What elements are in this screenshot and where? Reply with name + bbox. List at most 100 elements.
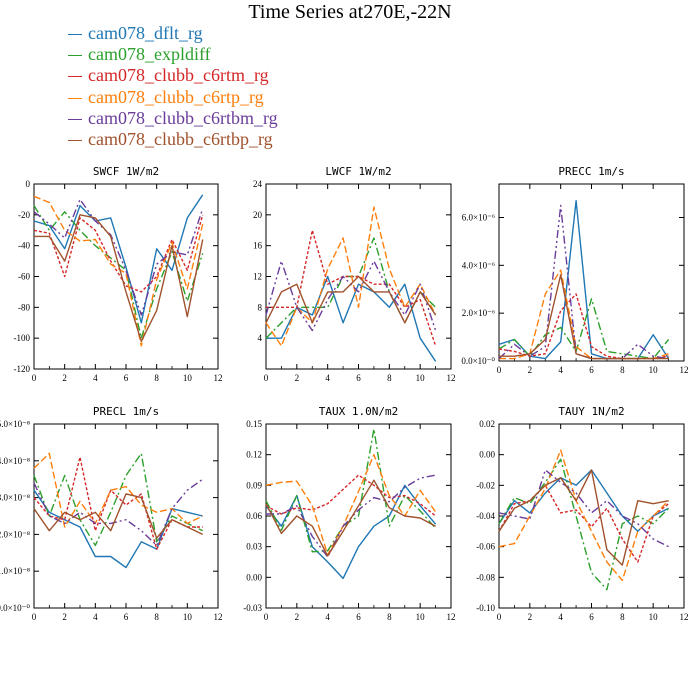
series-line	[498, 484, 670, 563]
x-tick-label: 8	[154, 373, 159, 383]
y-tick-label: 8	[258, 302, 263, 312]
y-tick-label: 0.00	[246, 572, 262, 582]
legend-label: cam078_expldiff	[88, 44, 211, 65]
series-line	[265, 428, 437, 553]
legend-swatch	[68, 55, 82, 57]
legend-item: cam078_clubb_c6rtbp_rg	[68, 128, 368, 151]
x-tick-label: 4	[558, 365, 563, 375]
x-tick-label: 8	[387, 373, 392, 383]
x-tick-label: 10	[416, 373, 426, 383]
x-tick-label: 0	[32, 612, 37, 622]
plot-frame	[498, 183, 685, 362]
y-tick-label: -80	[18, 302, 30, 312]
legend-swatch	[68, 34, 82, 35]
y-tick-label: 3.0×10⁻⁸	[0, 493, 30, 503]
x-tick-label: 12	[214, 612, 223, 622]
series-line	[265, 454, 437, 556]
x-tick-label: 4	[93, 612, 98, 622]
x-tick-label: 4	[93, 373, 98, 383]
y-tick-label: -120	[14, 364, 31, 374]
series-line	[265, 484, 437, 580]
series-line	[265, 479, 436, 557]
x-tick-label: 2	[528, 365, 533, 375]
series-line	[498, 469, 669, 566]
series-line	[33, 198, 204, 316]
plot-frame	[498, 423, 685, 609]
legend-label: cam078_clubb_c6rtp_rg	[88, 86, 264, 107]
series-line	[33, 493, 204, 539]
y-tick-label: 4.0×10⁻⁸	[0, 456, 30, 466]
y-tick-label: 4.0×10⁻⁶	[462, 260, 495, 270]
series-line	[265, 474, 437, 517]
x-tick-label: 10	[183, 612, 193, 622]
x-tick-label: 6	[589, 365, 594, 375]
series-line	[498, 449, 670, 582]
x-tick-label: 6	[356, 373, 361, 383]
series-line	[33, 478, 204, 547]
x-tick-label: 2	[295, 373, 300, 383]
x-tick-label: 12	[214, 373, 223, 383]
x-tick-label: 2	[295, 612, 300, 622]
x-tick-label: 12	[680, 612, 689, 622]
legend-item: cam078_clubb_c6rtm_rg	[68, 65, 368, 87]
y-tick-label: 2.0×10⁻⁸	[0, 529, 30, 539]
x-tick-label: 10	[416, 612, 426, 622]
panel-title: PRECL 1m/s	[93, 405, 159, 418]
y-tick-label: -0.04	[476, 511, 495, 521]
y-tick-label: -60	[18, 272, 30, 282]
series-line	[265, 275, 437, 324]
series-line	[33, 194, 204, 324]
y-tick-label: 0.02	[479, 419, 495, 429]
legend-swatch	[68, 139, 82, 141]
y-tick-label: 6.0×10⁻⁶	[462, 212, 495, 222]
x-tick-label: 12	[680, 365, 689, 375]
y-tick-label: 0	[26, 179, 31, 189]
x-tick-label: 8	[620, 365, 625, 375]
x-tick-label: 4	[325, 373, 330, 383]
panel-title: LWCF 1W/m2	[325, 165, 391, 178]
legend-swatch	[68, 97, 82, 99]
y-tick-label: 0.00	[479, 450, 495, 460]
x-tick-label: 6	[356, 612, 361, 622]
y-tick-label: 20	[253, 210, 263, 220]
panel-title: TAUX 1.0N/m2	[319, 405, 398, 418]
legend: cam078_dflt_rg cam078_expldiff cam078_cl…	[68, 23, 368, 151]
figure-title: Time Series at270E,-22N	[248, 1, 452, 23]
y-tick-label: 0.06	[246, 511, 262, 521]
y-tick-label: 0.09	[246, 480, 262, 490]
y-tick-label: -0.02	[476, 480, 495, 490]
legend-label: cam078_clubb_c6rtbm_rg	[88, 107, 278, 128]
x-tick-label: 4	[558, 612, 563, 622]
series-line	[498, 469, 669, 532]
chart-panel: TAUX 1.0N/m2 0 2 4 6 8 10 12 -0.03 0.00 0.03 0.06 0.…	[243, 405, 455, 622]
legend-item: cam078_dflt_rg	[68, 23, 368, 45]
y-tick-label: -0.03	[243, 603, 262, 613]
legend-swatch	[68, 118, 82, 120]
y-tick-label: -0.10	[476, 603, 495, 613]
series-line	[266, 229, 437, 347]
series-line	[265, 237, 437, 339]
y-tick-label: 24	[253, 179, 263, 189]
y-tick-label: -100	[14, 333, 31, 343]
chart-panel: PRECC 1m/s 0 2 4 6 8 10 12 0.0×10⁻⁰ 2.0×10⁻⁶ 4.0×1…	[461, 165, 688, 375]
legend-label: cam078_clubb_c6rtbp_rg	[88, 128, 273, 149]
legend-item: cam078_clubb_c6rtbm_rg	[68, 107, 368, 130]
x-tick-label: 6	[589, 612, 594, 622]
x-tick-label: 6	[124, 373, 129, 383]
series-line	[498, 199, 670, 360]
panel-title: TAUY 1N/m2	[558, 405, 624, 418]
x-tick-label: 8	[387, 612, 392, 622]
y-tick-label: -0.08	[476, 572, 495, 582]
y-tick-label: 12	[253, 272, 262, 282]
series-line	[499, 274, 669, 360]
panel-title: PRECC 1m/s	[558, 165, 624, 178]
series-line	[498, 458, 670, 591]
y-tick-label: -0.06	[476, 542, 495, 552]
x-tick-label: 10	[649, 365, 659, 375]
legend-item: cam078_clubb_c6rtp_rg	[68, 86, 368, 109]
x-tick-label: 10	[183, 373, 193, 383]
y-tick-label: 0.12	[246, 450, 262, 460]
series-line	[498, 469, 669, 548]
